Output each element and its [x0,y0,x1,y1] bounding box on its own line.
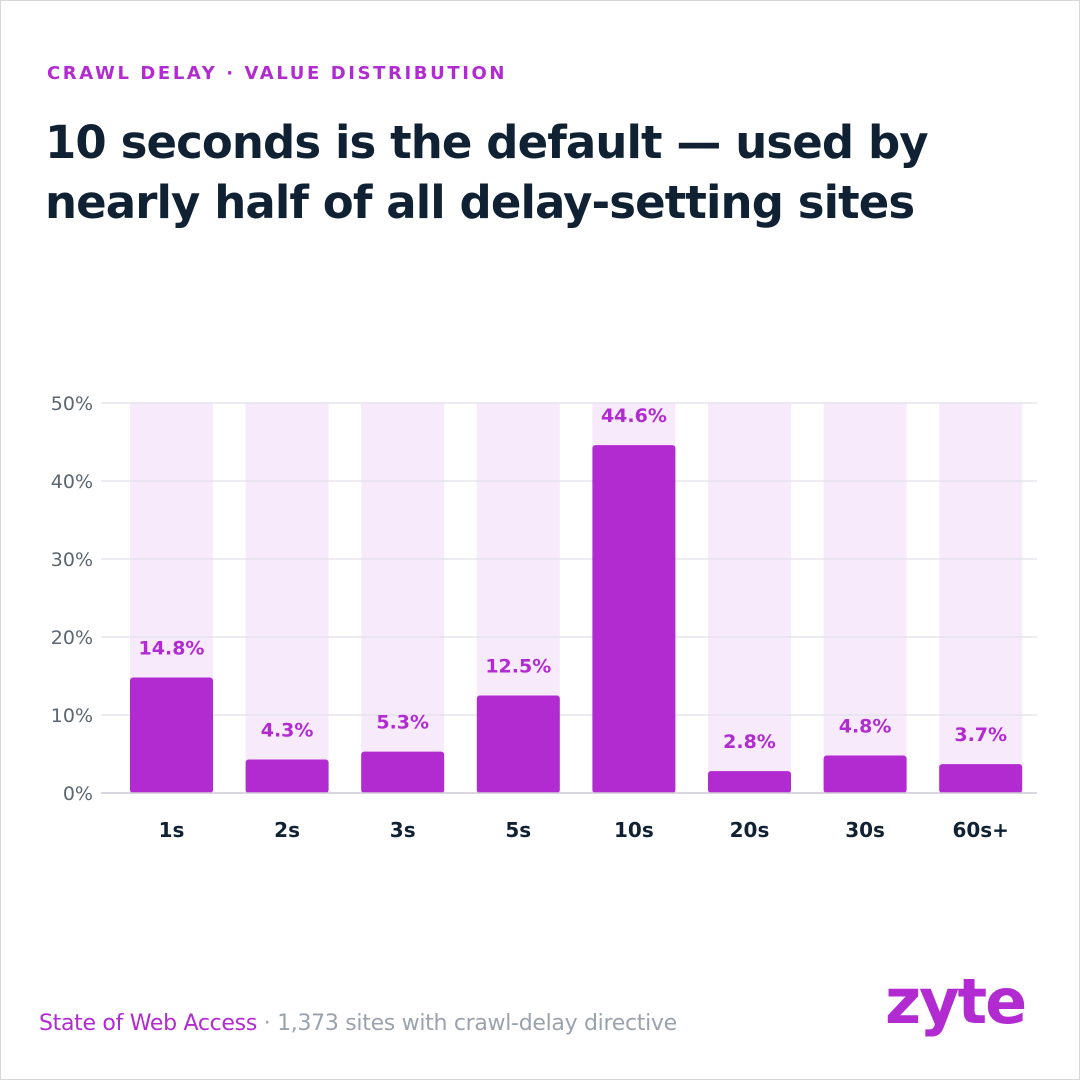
bar-track [708,403,791,793]
x-tick-label: 3s [390,818,416,842]
bar [476,695,560,793]
headline: 10 seconds is the default — used by near… [45,116,929,229]
bar-track [245,403,329,793]
bar [708,771,791,793]
bar-chart: 0% 10% 20% 30% 40% 50% 14.8% 1s 4.3% 2s 5.3% 3s 12.5… [51,393,1037,842]
eyebrow-label: CRAWL DELAY · VALUE DISTRIBUTION [47,63,508,84]
footer-separator: · [257,1011,278,1036]
y-tick-label: 40% [51,471,93,493]
x-tick-label: 5s [505,818,531,842]
x-tick-label: 1s [159,818,185,842]
data-label: 5.3% [376,712,429,734]
data-label: 4.3% [261,719,314,741]
y-tick-label: 10% [51,705,93,727]
data-label: 12.5% [485,656,551,678]
x-tick-label: 60s+ [952,818,1009,842]
y-tick-label: 50% [51,393,93,415]
footer-source: State of Web Access [39,1011,257,1036]
x-tick-label: 20s [730,818,770,842]
y-tick-label: 30% [51,549,93,571]
data-label: 44.6% [601,405,667,427]
data-label: 14.8% [139,638,205,660]
x-tick-label: 30s [845,818,885,842]
footer-note: 1,373 sites with crawl-delay directive [277,1011,677,1036]
bar-track [823,403,907,793]
bar [130,677,213,793]
y-tick-label: 20% [51,627,93,649]
x-tick-label: 10s [614,818,654,842]
zyte-logo: zyte [885,965,1027,1038]
y-tick-label: 0% [63,783,93,805]
bar [592,445,676,793]
bar-track [939,403,1023,793]
data-label: 4.8% [839,716,892,738]
data-label: 3.7% [954,724,1007,746]
bar [245,759,329,793]
bar [823,755,907,793]
data-label: 2.8% [723,731,776,753]
footer: State of Web Access · 1,373 sites with c… [39,1011,677,1036]
bar-track [361,403,445,793]
bar [361,751,445,793]
x-tick-label: 2s [274,818,300,842]
bar [939,764,1023,793]
